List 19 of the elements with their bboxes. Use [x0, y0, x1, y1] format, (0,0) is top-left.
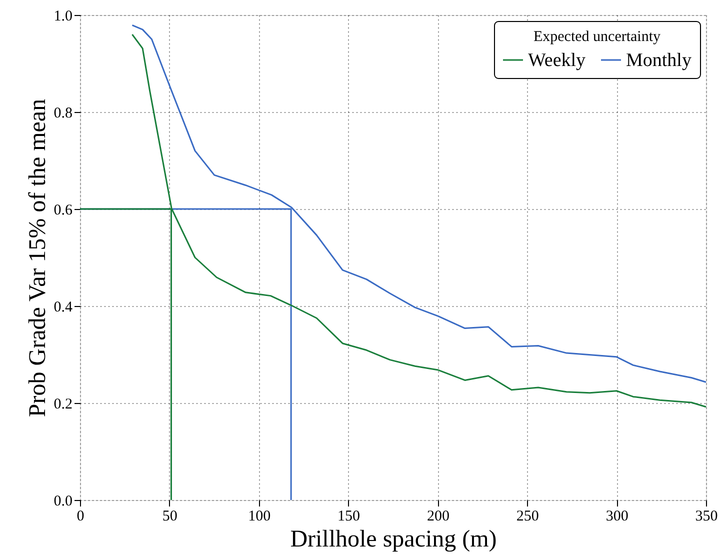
x-tick-label: 250 — [516, 508, 539, 524]
y-tick-label: 0.2 — [54, 396, 72, 412]
x-tick-label: 150 — [338, 508, 360, 524]
y-tick-label: 0.4 — [54, 300, 73, 316]
x-tick-label: 100 — [248, 508, 271, 524]
x-tick-label: 350 — [695, 508, 718, 524]
x-tick-label: 50 — [162, 508, 178, 524]
y-axis-title: Prob Grade Var 15% of the mean — [24, 98, 51, 418]
legend-label: Weekly — [528, 50, 586, 71]
x-tick-label: 0 — [76, 508, 84, 524]
y-tick-label: 0.6 — [54, 202, 73, 218]
y-tick-label: 1.0 — [54, 8, 72, 24]
y-tick-label: 0.0 — [54, 494, 72, 510]
x-tick-label: 200 — [426, 508, 450, 524]
x-tick-label: 300 — [606, 508, 628, 524]
y-tick-label: 0.8 — [54, 106, 72, 122]
legend-title: Expected uncertainty — [533, 29, 662, 45]
legend-label: Monthly — [626, 50, 692, 71]
x-axis-title: Drillhole spacing (m) — [290, 526, 497, 552]
